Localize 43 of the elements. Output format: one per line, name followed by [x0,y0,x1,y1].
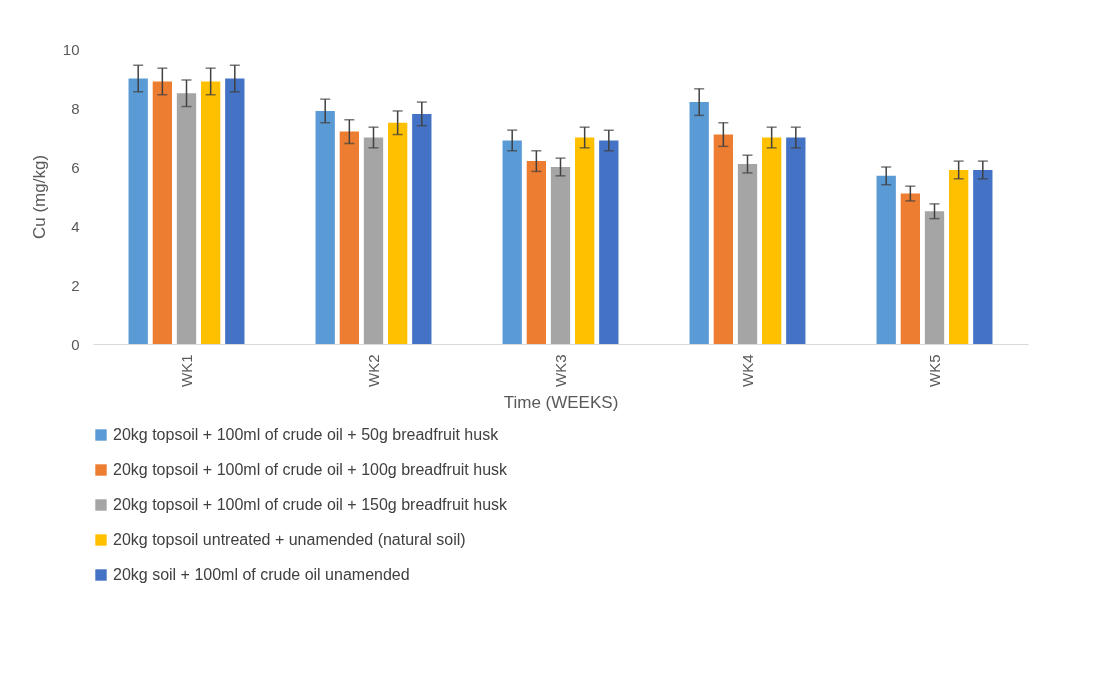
bar [176,93,197,344]
y-axis-title: Cu (mg/kg) [29,154,49,240]
x-tick-label: WK4 [738,354,756,388]
y-tick-label: 6 [71,158,80,176]
legend-label: 20kg topsoil untreated + unamended (natural soil) [113,531,466,548]
bar [200,81,221,344]
x-tick-label: WK2 [364,354,382,388]
y-tick-label: 2 [71,276,80,294]
y-tick-label: 4 [71,217,80,235]
bar [689,102,709,344]
bar [574,137,595,344]
bar [339,131,360,344]
bar [315,110,335,344]
x-tick-label: WK1 [177,354,195,388]
bar [599,140,619,344]
bar [526,161,547,344]
legend-label: 20kg topsoil + 100ml of crude oil + 150g breadfruit husk [113,496,509,513]
bar [948,169,969,344]
bar [152,81,173,344]
bar [225,78,245,344]
bar [713,134,734,344]
y-tick-label: 8 [71,99,80,117]
x-axis-title: Time (WEEKS) [503,393,619,412]
bar [786,137,806,344]
bar [502,140,522,344]
bar [128,78,148,344]
legend-label: 20kg soil + 100ml of crude oil unamended [113,566,410,583]
legend-label: 20kg topsoil + 100ml of crude oil + 100g breadfruit husk [113,461,509,478]
bar [876,175,896,344]
bar [900,193,921,344]
bar [761,137,782,344]
x-tick-label: WK3 [551,354,569,388]
bar [924,211,945,344]
bar [737,164,758,344]
x-tick-label: WK5 [925,354,943,388]
bar [550,167,571,344]
y-tick-label: 10 [62,40,80,58]
y-tick-label: 0 [71,335,80,353]
bar [973,169,993,344]
bar [363,137,384,344]
legend-label: 20kg topsoil + 100ml of crude oil + 50g breadfruit husk [113,426,500,443]
bar [387,122,408,344]
bar [412,113,432,344]
